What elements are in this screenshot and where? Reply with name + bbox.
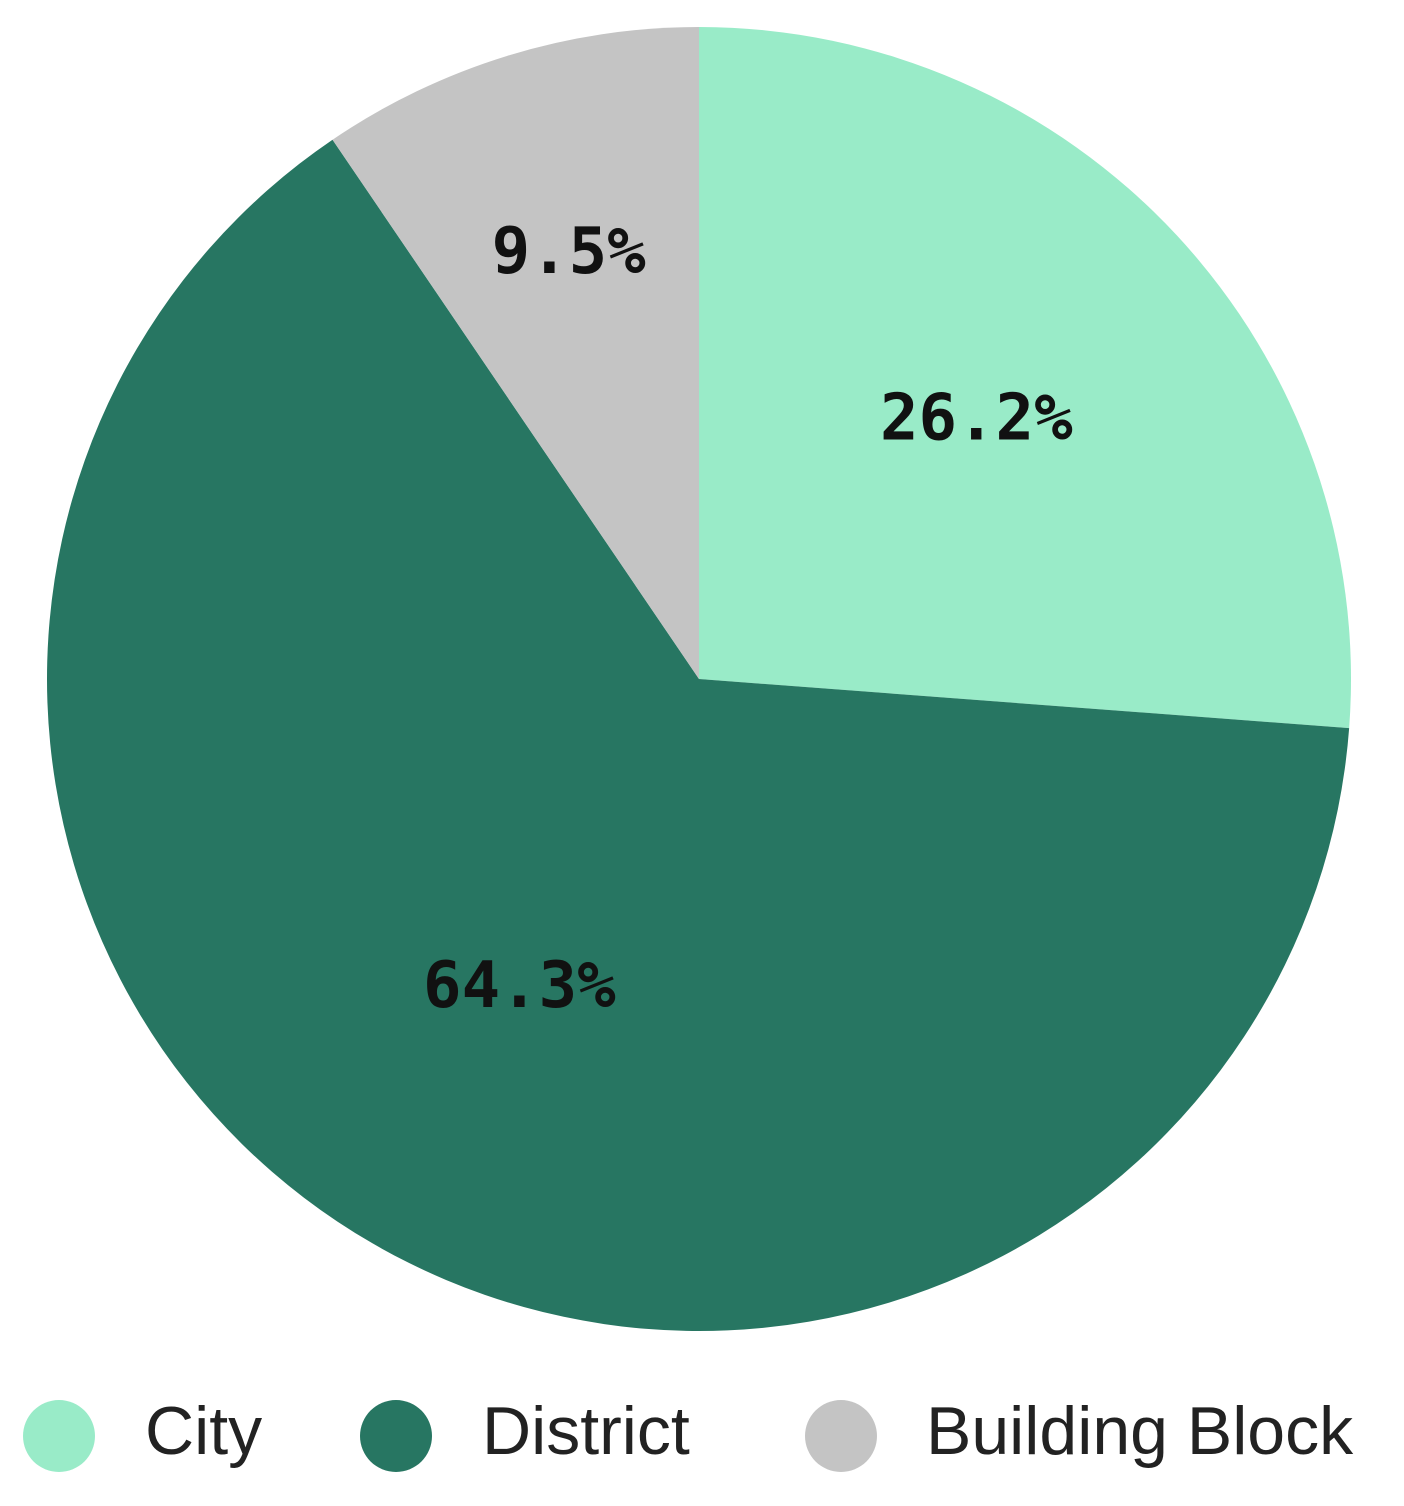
pie-slice-labels: 26.2% 64.3% 9.5% (423, 215, 1073, 1023)
legend-label-city: City (145, 1393, 262, 1469)
pie-slice-district (46, 139, 1350, 1332)
data-label-district: 64.3% (423, 949, 616, 1023)
pie-slice-city (699, 27, 1351, 729)
legend: City District Building Block (23, 1393, 1354, 1472)
pie-slice-building-block (332, 27, 699, 679)
legend-marker-building-block (805, 1400, 877, 1472)
data-label-city: 26.2% (880, 381, 1073, 455)
pie-slices (46, 27, 1351, 1332)
legend-marker-city (23, 1400, 95, 1472)
legend-marker-district (360, 1400, 432, 1472)
legend-label-district: District (482, 1393, 690, 1469)
legend-label-building-block: Building Block (926, 1393, 1354, 1469)
data-label-building-block: 9.5% (492, 215, 647, 289)
